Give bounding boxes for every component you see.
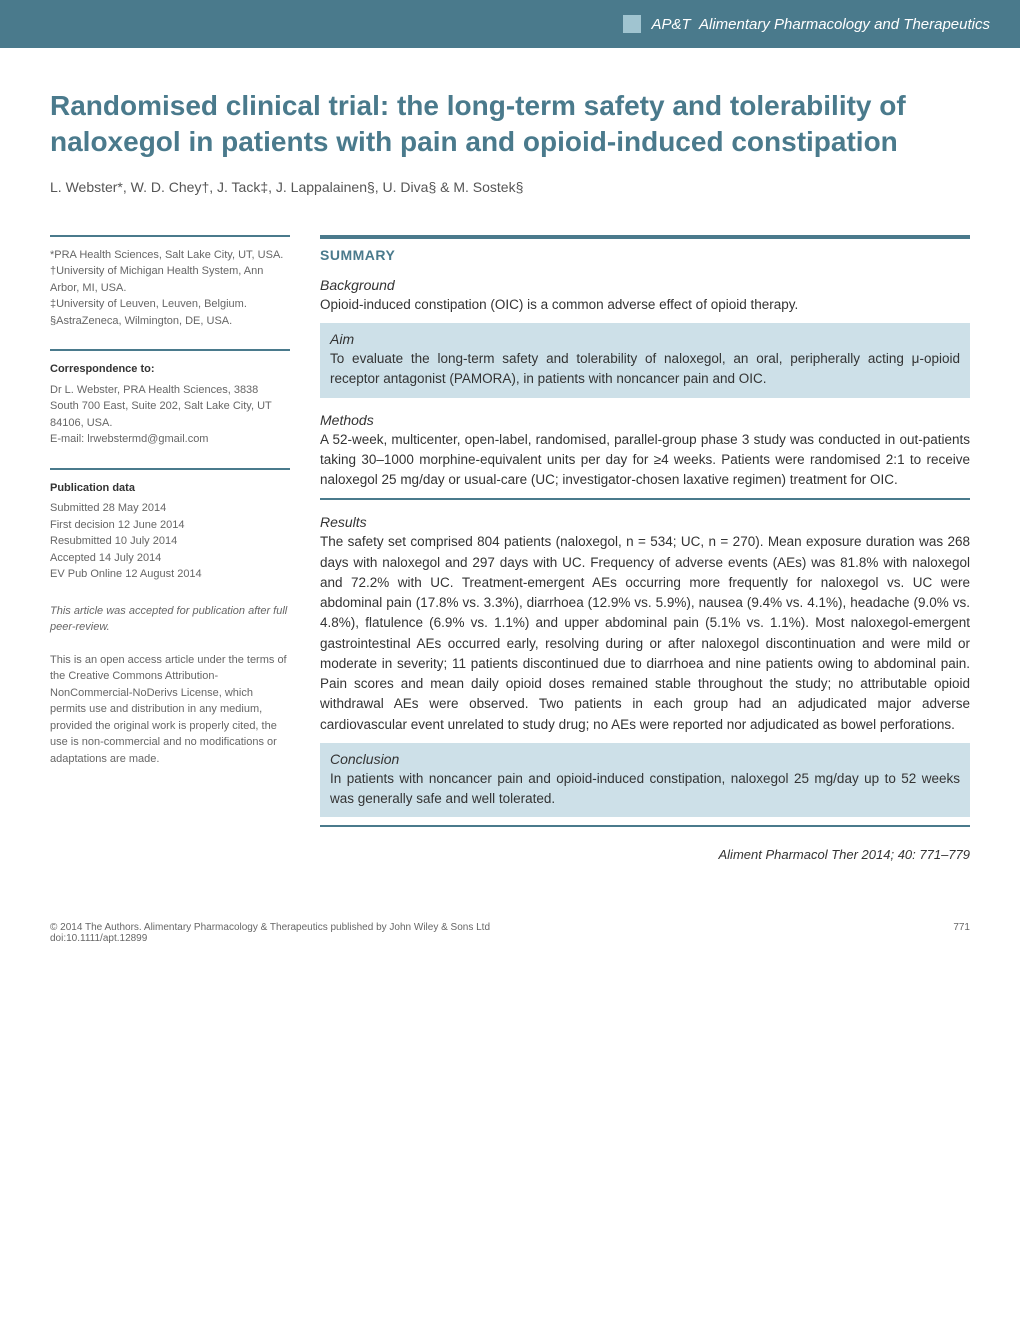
page-footer: © 2014 The Authors. Alimentary Pharmacol…: [0, 912, 1020, 974]
methods-body: A 52-week, multicenter, open-label, rand…: [320, 430, 970, 491]
pubdata-body: Submitted 28 May 2014 First decision 12 …: [50, 500, 290, 583]
summary-heading: SUMMARY: [320, 235, 970, 263]
results-body: The safety set comprised 804 patients (n…: [320, 532, 970, 735]
correspondence-body: Dr L. Webster, PRA Health Sciences, 3838…: [50, 382, 290, 448]
divider-icon: [320, 498, 970, 500]
journal-name: AP&T: [651, 16, 690, 33]
correspondence-title: Correspondence to:: [50, 361, 290, 378]
affiliations: *PRA Health Sciences, Salt Lake City, UT…: [50, 235, 290, 330]
results-title: Results: [320, 514, 970, 530]
divider-icon: [320, 825, 970, 827]
peer-review-note: This article was accepted for publicatio…: [50, 603, 290, 636]
conclusion-body: In patients with noncancer pain and opio…: [330, 769, 960, 810]
page-number: 771: [953, 922, 970, 944]
aim-box: Aim To evaluate the long-term safety and…: [320, 323, 970, 398]
conclusion-title: Conclusion: [330, 751, 960, 767]
conclusion-box: Conclusion In patients with noncancer pa…: [320, 743, 970, 818]
methods-title: Methods: [320, 412, 970, 428]
license-note: This is an open access article under the…: [50, 652, 290, 768]
summary-column: SUMMARY Background Opioid-induced consti…: [320, 235, 970, 863]
footer-left: © 2014 The Authors. Alimentary Pharmacol…: [50, 922, 490, 944]
pubdata-title: Publication data: [50, 480, 290, 497]
author-list: L. Webster*, W. D. Chey†, J. Tack‡, J. L…: [50, 179, 970, 195]
journal-full: Alimentary Pharmacology and Therapeutics: [699, 16, 990, 33]
journal-header: AP&T Alimentary Pharmacology and Therape…: [0, 0, 1020, 48]
publication-data: Publication data Submitted 28 May 2014 F…: [50, 468, 290, 583]
aim-title: Aim: [330, 331, 960, 347]
background-title: Background: [320, 277, 970, 293]
affiliations-text: *PRA Health Sciences, Salt Lake City, UT…: [50, 247, 290, 330]
correspondence: Correspondence to: Dr L. Webster, PRA He…: [50, 349, 290, 448]
citation: Aliment Pharmacol Ther 2014; 40: 771–779: [320, 847, 970, 862]
sidebar: *PRA Health Sciences, Salt Lake City, UT…: [50, 235, 290, 863]
page-content: Randomised clinical trial: the long-term…: [0, 48, 1020, 912]
article-title: Randomised clinical trial: the long-term…: [50, 88, 970, 161]
background-body: Opioid-induced constipation (OIC) is a c…: [320, 295, 970, 315]
aim-body: To evaluate the long-term safety and tol…: [330, 349, 960, 390]
header-square-icon: [623, 15, 641, 33]
